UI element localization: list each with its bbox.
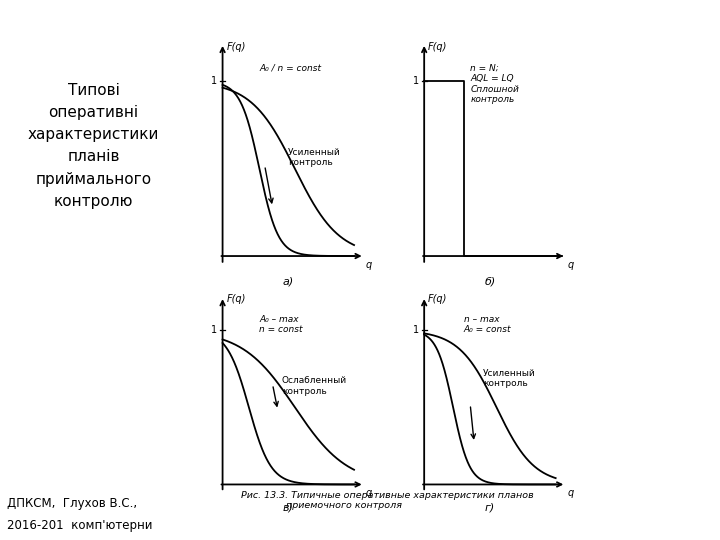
- Text: F(q): F(q): [428, 294, 448, 304]
- Text: г): г): [485, 503, 495, 513]
- Text: A₀ – max
n = const: A₀ – max n = const: [259, 315, 303, 334]
- Text: Типові
оперативні
характеристики
планів
приймального
контролю: Типові оперативні характеристики планів …: [28, 83, 159, 209]
- Text: F(q): F(q): [227, 42, 246, 52]
- Text: q: q: [567, 488, 574, 497]
- Text: F(q): F(q): [227, 294, 246, 304]
- Text: Усиленный
контроль: Усиленный контроль: [483, 369, 536, 388]
- Text: Рис. 13.3. Типичные оперативные характеристики планов
               приемочного: Рис. 13.3. Типичные оперативные характер…: [241, 491, 534, 510]
- Text: q: q: [366, 260, 372, 269]
- Text: Ослабленный
контроль: Ослабленный контроль: [282, 376, 347, 396]
- Text: б): б): [485, 277, 495, 287]
- Text: ДПКСМ,  Глухов В.С.,: ДПКСМ, Глухов В.С.,: [7, 497, 138, 510]
- Text: 1: 1: [413, 77, 419, 86]
- Text: n – max
A₀ = const: n – max A₀ = const: [464, 315, 511, 334]
- Text: q: q: [366, 488, 372, 497]
- Text: 1: 1: [211, 77, 217, 86]
- Text: 1: 1: [413, 325, 419, 335]
- Text: 1: 1: [211, 325, 217, 335]
- Text: F(q): F(q): [428, 42, 448, 52]
- Text: A₀ / n = const: A₀ / n = const: [259, 64, 321, 73]
- Text: в): в): [283, 503, 294, 513]
- Text: 2016-201  комп'ютерни: 2016-201 комп'ютерни: [7, 519, 153, 532]
- Text: Усиленный
контроль: Усиленный контроль: [288, 148, 341, 167]
- Text: n = N;
AQL = LQ
Сплошной
контроль: n = N; AQL = LQ Сплошной контроль: [470, 64, 519, 104]
- Text: q: q: [567, 260, 574, 269]
- Text: а): а): [283, 277, 294, 287]
